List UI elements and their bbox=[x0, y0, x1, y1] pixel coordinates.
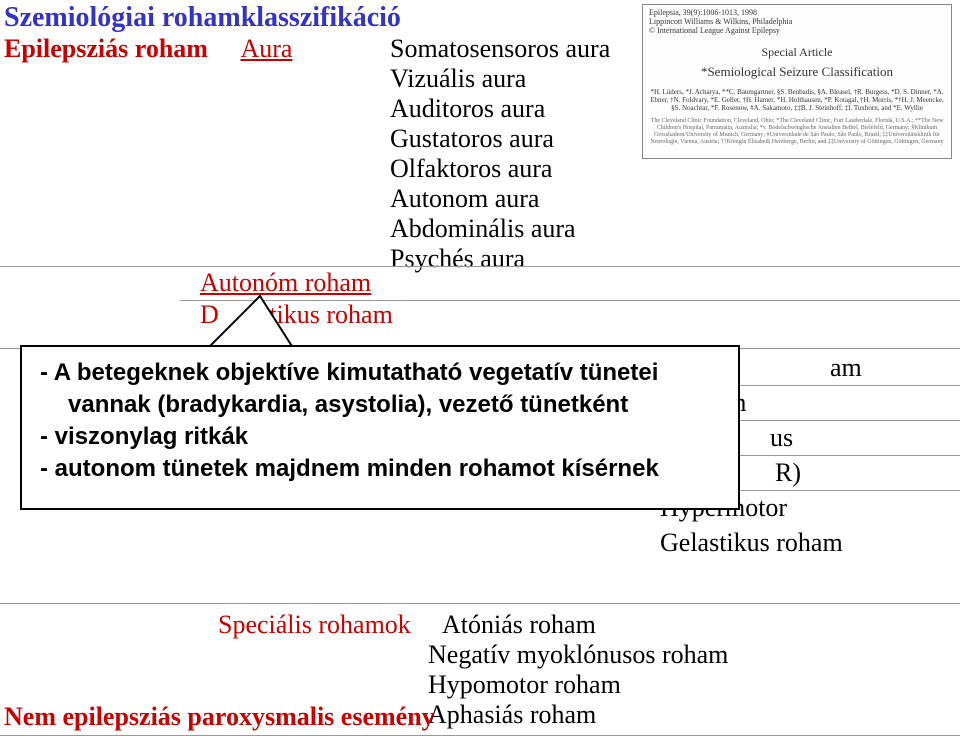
citation-line: Epilepsia, 39(9):1006-1013, 1998 bbox=[649, 8, 945, 17]
callout-line: vannak (bradykardia, asystolia), vezető … bbox=[68, 389, 720, 421]
bullet: - bbox=[40, 423, 55, 450]
special-item: Atóniás roham bbox=[442, 610, 728, 640]
aura-item: Auditoros aura bbox=[390, 94, 610, 124]
label-autonom-roham: Autonóm roham bbox=[200, 268, 371, 297]
callout-line: - A betegeknek objektíve kimutatható veg… bbox=[40, 357, 720, 389]
aura-item: Vizuális aura bbox=[390, 64, 610, 94]
slide-page: Szemiológiai rohamklasszifikáció Epileps… bbox=[0, 0, 960, 736]
row-epilepszias: Epilepsziás roham Aura bbox=[4, 34, 292, 64]
citation-title: *Semiological Seizure Classification bbox=[649, 64, 945, 80]
citation-inset: Epilepsia, 39(9):1006-1013, 1998 Lippinc… bbox=[642, 4, 952, 159]
callout-text: viszonylag ritkák bbox=[55, 423, 248, 450]
citation-journal: Epilepsia, 39(9):1006-1013, 1998 Lippinc… bbox=[649, 8, 945, 35]
citation-section: Special Article bbox=[649, 45, 945, 60]
citation-affiliations: The Cleveland Clinic Foundation, Clevela… bbox=[649, 118, 945, 146]
aura-item: Autonom aura bbox=[390, 184, 610, 214]
callout-line: - viszonylag ritkák bbox=[40, 421, 720, 453]
divider bbox=[0, 266, 960, 267]
bullet: - bbox=[40, 455, 55, 482]
special-list: Atóniás roham Negatív myoklónusos roham … bbox=[428, 610, 728, 730]
row-specialis: Speciális rohamok bbox=[218, 610, 411, 640]
row-autonom: Autonóm roham bbox=[200, 268, 371, 298]
label-nem-epilepszias: Nem epilepsziás paroxysmalis esemény bbox=[4, 702, 435, 732]
label-specialis-rohamok: Speciális rohamok bbox=[218, 610, 411, 639]
label-epilepszias-roham: Epilepsziás roham bbox=[4, 34, 208, 63]
page-title: Szemiológiai rohamklasszifikáció bbox=[4, 2, 401, 34]
special-item: Hypomotor roham bbox=[428, 670, 728, 700]
aura-item: Abdominális aura bbox=[390, 214, 610, 244]
citation-authors: *H. Lüders, *J. Acharya, **C. Baumgartne… bbox=[649, 88, 945, 112]
obscured-text: us bbox=[770, 420, 862, 455]
aura-item: Psychés aura bbox=[390, 244, 610, 274]
citation-line: © International League Against Epilepsy bbox=[649, 26, 945, 35]
special-item: Aphasiás roham bbox=[428, 700, 728, 730]
callout-text: autonom tünetek majdnem minden rohamot k… bbox=[55, 455, 659, 482]
aura-item: Somatosensoros aura bbox=[390, 34, 610, 64]
aura-item: Gustatoros aura bbox=[390, 124, 610, 154]
aura-item: Olfaktoros aura bbox=[390, 154, 610, 184]
divider bbox=[0, 603, 960, 604]
aura-list: Somatosensoros aura Vizuális aura Audito… bbox=[390, 34, 610, 274]
callout-line: - autonom tünetek majdnem minden rohamot… bbox=[40, 453, 720, 485]
label-aura: Aura bbox=[240, 34, 292, 63]
special-item: Negatív myoklónusos roham bbox=[428, 640, 728, 670]
citation-line: Lippincott Williams & Wilkins, Philadelp… bbox=[649, 17, 945, 26]
obscured-text: am bbox=[830, 350, 862, 385]
callout-box: - A betegeknek objektíve kimutatható veg… bbox=[20, 345, 740, 510]
obscured-text: Gelastikus roham bbox=[660, 525, 862, 560]
obscured-text: R) bbox=[775, 455, 862, 490]
